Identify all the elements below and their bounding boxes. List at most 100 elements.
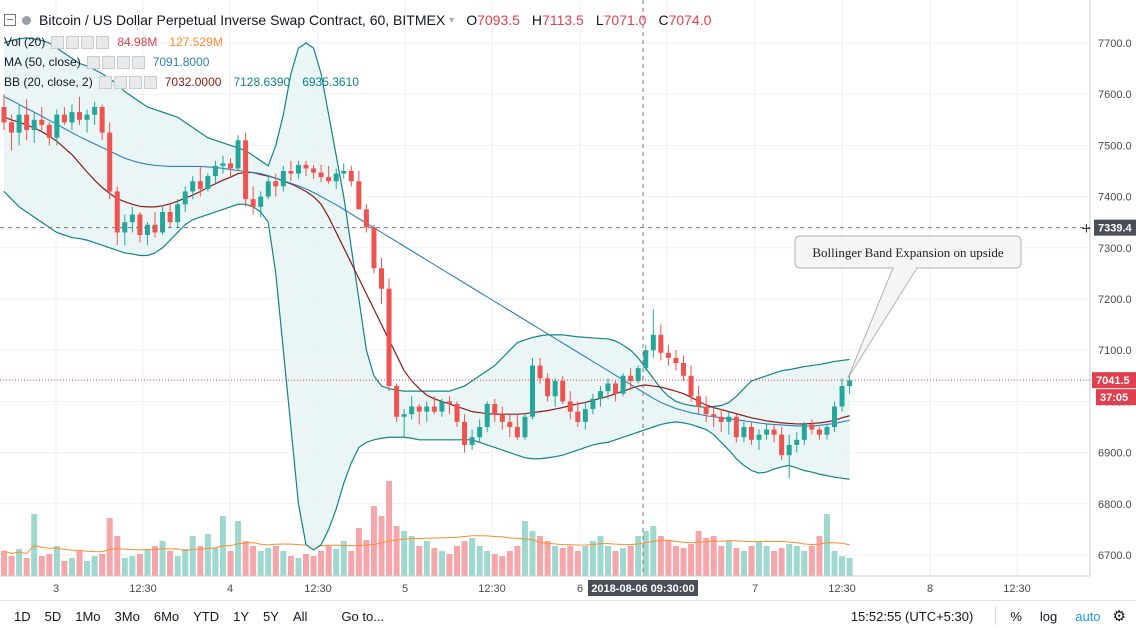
collapse-icon[interactable] — [4, 14, 16, 26]
more-icon[interactable] — [143, 75, 157, 89]
candle-body — [635, 368, 641, 381]
candle — [235, 135, 241, 171]
timeframe-ytd[interactable]: YTD — [193, 608, 220, 624]
candle-body — [31, 119, 37, 131]
remove-icon[interactable] — [116, 55, 130, 69]
candle — [454, 401, 460, 427]
x-tick-label: 7 — [752, 583, 758, 595]
symbol-title[interactable]: Bitcoin / US Dollar Perpetual Inverse Sw… — [39, 12, 446, 28]
candle — [499, 406, 505, 430]
candle-body — [371, 227, 377, 269]
candle-body — [363, 209, 369, 228]
y-tick-label: 7600.0 — [1098, 89, 1132, 101]
candle — [69, 104, 75, 131]
indicator-bb-upper-value: 7128.6390 — [233, 75, 291, 89]
settings-icon[interactable] — [113, 75, 127, 89]
candle — [703, 396, 709, 422]
gear-icon[interactable]: ⚙ — [1112, 608, 1126, 625]
log-toggle[interactable]: log — [1039, 608, 1058, 624]
timeframe-all[interactable]: All — [292, 608, 308, 624]
more-icon[interactable] — [96, 35, 110, 49]
candle-body — [280, 171, 286, 187]
timeframe-1mo[interactable]: 1Mo — [75, 608, 101, 624]
indicator-vol[interactable]: Vol (20) 84.98M 127.529M — [4, 32, 711, 52]
candlesticks — [1, 94, 853, 479]
timeframe-5d[interactable]: 5D — [44, 608, 62, 624]
remove-icon[interactable] — [128, 75, 142, 89]
candle — [764, 424, 770, 440]
visibility-icon[interactable] — [51, 35, 65, 49]
crosshair-plus-icon: + — [1081, 222, 1092, 237]
candle — [809, 419, 815, 435]
candle — [401, 409, 407, 438]
candle-body — [1, 107, 7, 123]
volume-bar — [695, 531, 702, 576]
candle-body — [462, 421, 468, 445]
timeframe-1d[interactable]: 1D — [14, 608, 31, 624]
clock-display[interactable]: 15:52:55 (UTC+5:30) — [850, 608, 974, 624]
candle-body — [733, 416, 739, 438]
indicator-ma-controls — [86, 55, 145, 69]
x-tick-label: 12:30 — [828, 583, 856, 595]
candle — [311, 164, 317, 179]
candle-body — [386, 288, 392, 387]
countdown-tag — [1096, 389, 1136, 406]
price-chart[interactable]: 6700.06800.06900.07000.07100.07200.07300… — [0, 0, 1136, 600]
auto-scale-toggle[interactable]: auto — [1075, 608, 1101, 624]
x-tick-label: 5 — [402, 583, 408, 595]
candle-body — [590, 398, 596, 410]
candle — [824, 424, 830, 440]
symbol-header: Bitcoin / US Dollar Perpetual Inverse Sw… — [4, 8, 711, 32]
more-icon[interactable] — [131, 55, 145, 69]
candle — [847, 375, 853, 394]
candle-body — [628, 375, 634, 381]
indicator-ma-value: 7091.8000 — [152, 55, 210, 69]
percent-toggle[interactable]: % — [1010, 608, 1022, 624]
goto-button[interactable]: Go to... — [341, 608, 385, 624]
volume-bar — [612, 551, 619, 576]
volume-bar — [318, 551, 325, 576]
volume-bar — [136, 554, 143, 576]
y-tick-label: 6900.0 — [1098, 448, 1132, 460]
timeframe-3mo[interactable]: 3Mo — [114, 608, 140, 624]
candle-body — [703, 406, 709, 415]
visibility-icon[interactable] — [86, 55, 100, 69]
ohlc-high-value: 7113.5 — [542, 12, 584, 28]
candle — [590, 393, 596, 415]
bollinger-lower-line — [3, 191, 850, 551]
symbol-menu-chevron-icon[interactable]: ▾ — [449, 14, 455, 26]
volume-bar — [710, 536, 717, 576]
candle — [733, 414, 739, 443]
timeframe-1y[interactable]: 1Y — [233, 608, 250, 624]
remove-icon[interactable] — [81, 35, 95, 49]
volume-bar — [438, 551, 445, 576]
crosshair-time-label: 2018-08-06 09:30:00 — [591, 583, 694, 595]
candle — [54, 109, 60, 146]
indicator-ma[interactable]: MA (50, close) 7091.8000 — [4, 52, 711, 72]
visibility-icon[interactable] — [98, 75, 112, 89]
volume-bar — [816, 536, 823, 576]
y-tick-label: 7100.0 — [1098, 345, 1132, 357]
candle — [167, 204, 173, 228]
volume-bar — [635, 536, 642, 576]
market-status-icon — [22, 15, 31, 25]
settings-icon[interactable] — [101, 55, 115, 69]
candle-body — [847, 380, 853, 387]
candle — [748, 421, 754, 445]
timeframe-6mo[interactable]: 6Mo — [153, 608, 180, 624]
candle-body — [665, 352, 671, 358]
ohlc-close-key: C — [658, 12, 669, 28]
x-tick-label: 4 — [227, 583, 233, 595]
candle — [212, 160, 218, 184]
candle-body — [537, 365, 543, 379]
candle — [439, 398, 445, 417]
candle-body — [61, 114, 67, 123]
volume-bar — [272, 546, 279, 576]
settings-icon[interactable] — [66, 35, 80, 49]
x-tick-label: 3 — [53, 583, 59, 595]
indicator-bb[interactable]: BB (20, close, 2) 7032.0000 7128.6390 69… — [4, 72, 711, 92]
candle — [363, 204, 369, 233]
timeframe-5y[interactable]: 5Y — [263, 608, 279, 624]
candle — [816, 427, 822, 440]
volume-bar — [250, 546, 257, 576]
